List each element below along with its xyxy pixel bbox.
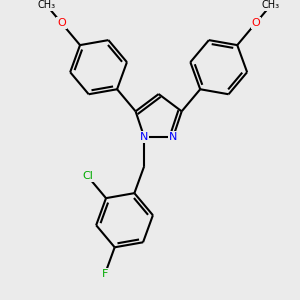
Text: O: O xyxy=(57,18,66,28)
Text: CH₃: CH₃ xyxy=(38,0,56,11)
Text: Cl: Cl xyxy=(82,171,93,181)
Text: CH₃: CH₃ xyxy=(262,0,280,11)
Text: O: O xyxy=(251,18,260,28)
Text: N: N xyxy=(140,132,148,142)
Text: N: N xyxy=(169,132,177,142)
Text: F: F xyxy=(102,269,108,279)
